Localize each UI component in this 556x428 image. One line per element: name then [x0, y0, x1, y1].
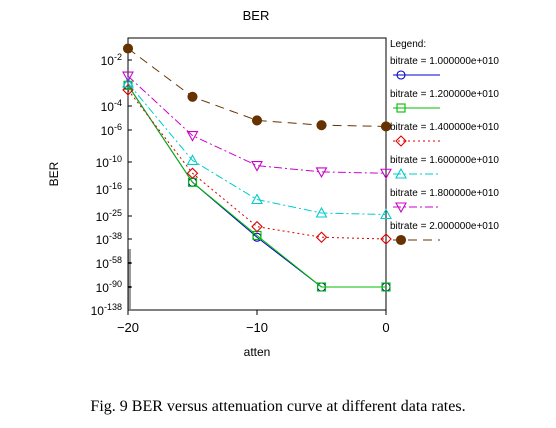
data-point	[122, 43, 134, 54]
legend-marker	[396, 103, 406, 113]
legend-marker	[395, 135, 407, 147]
x-axis-label: atten	[244, 345, 271, 359]
data-point	[315, 231, 328, 244]
data-point	[316, 282, 327, 292]
ber-chart: BER 10-2 10-4 10-6 10-10 10-16 10-25 10-38 10-5…	[47, 8, 499, 359]
y-axis: 10-2 10-4 10-6 10-10 10-16 10-25 10-38 10-58 10-…	[91, 52, 132, 318]
x-tick-label: 0	[382, 320, 389, 335]
y-axis-label: BER	[47, 161, 61, 186]
legend-entry-label: bitrate = 1.400000e+010	[390, 122, 499, 133]
y-tick-label: 10-2	[101, 52, 122, 68]
data-point	[122, 76, 134, 88]
data-point	[380, 121, 392, 132]
legend-entry-label: bitrate = 1.600000e+010	[390, 155, 499, 166]
data-point	[315, 206, 328, 218]
y-tick-label: 10-4	[101, 98, 122, 114]
legend-marker	[396, 70, 406, 80]
series-6	[122, 43, 392, 132]
series-layer	[122, 43, 392, 292]
x-tick-label: −10	[246, 320, 268, 335]
data-point	[380, 168, 392, 180]
series-4	[122, 76, 392, 220]
plot-area	[127, 37, 387, 311]
y-tick-label: 10-6	[101, 122, 122, 138]
legend-marker	[395, 167, 407, 179]
legend-entry-label: bitrate = 1.200000e+010	[390, 89, 499, 100]
data-point	[187, 91, 198, 102]
y-tick-label: 10-58	[96, 255, 122, 271]
series-line	[127, 85, 386, 288]
data-point	[381, 282, 391, 292]
x-axis: −20 −10 0	[117, 310, 390, 335]
legend: Legend: bitrate = 1.000000e+010 bitrate =…	[390, 39, 499, 246]
y-tick-label: 10-90	[96, 279, 122, 295]
data-point	[122, 71, 134, 83]
legend-marker	[395, 202, 407, 214]
data-point	[316, 120, 327, 131]
series-line	[127, 75, 387, 174]
legend-entry-label: bitrate = 1.000000e+010	[390, 56, 499, 67]
legend-entry-label: bitrate = 2.000000e+010	[390, 221, 499, 232]
data-point	[186, 131, 199, 142]
data-point	[122, 84, 134, 96]
y-tick-label: 10-38	[96, 231, 122, 247]
series-1	[123, 80, 391, 292]
data-point	[380, 208, 392, 220]
y-tick-label: 10-16	[96, 181, 122, 197]
figure-caption: Fig. 9 BER versus attenuation curve at d…	[90, 398, 466, 415]
y-tick-label: 10-138	[91, 302, 122, 318]
y-tick-label: 10-10	[96, 154, 122, 170]
data-point	[315, 167, 328, 179]
data-point	[186, 154, 199, 165]
data-point	[251, 161, 263, 172]
series-line	[127, 82, 387, 215]
series-line	[127, 89, 387, 240]
data-point	[251, 115, 263, 126]
legend-marker	[395, 234, 407, 246]
data-point	[380, 233, 392, 245]
data-point	[251, 220, 263, 233]
series-line	[127, 48, 387, 127]
data-point	[251, 193, 263, 205]
x-tick-label: −20	[117, 320, 139, 335]
series-3	[122, 84, 392, 245]
series-2	[123, 80, 391, 292]
legend-title: Legend:	[390, 39, 426, 50]
chart-title: BER	[243, 8, 270, 23]
y-tick-label: 10-25	[96, 208, 122, 224]
legend-entry-label: bitrate = 1.800000e+010	[390, 188, 499, 199]
data-point	[186, 167, 199, 180]
series-5	[122, 71, 392, 180]
